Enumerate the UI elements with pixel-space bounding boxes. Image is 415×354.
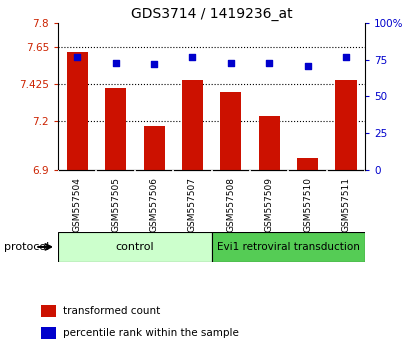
Bar (58, 232, 212, 262)
Point (227, 60, 234, 65)
Title: GDS3714 / 1419236_at: GDS3714 / 1419236_at (131, 7, 293, 21)
Point (151, 61, 157, 67)
Point (74, 54, 81, 59)
Text: GSM557506: GSM557506 (149, 177, 159, 232)
Bar (212, 232, 365, 262)
Bar (182, 80, 203, 170)
Bar (335, 80, 356, 170)
Text: GSM557511: GSM557511 (342, 177, 351, 232)
Bar (220, 92, 242, 170)
Text: Evi1 retroviral transduction: Evi1 retroviral transduction (217, 242, 360, 252)
Point (112, 60, 119, 65)
Bar (41, 305, 56, 317)
Text: GSM557504: GSM557504 (73, 177, 82, 232)
Text: GSM557509: GSM557509 (265, 177, 274, 232)
Point (266, 60, 273, 65)
Text: transformed count: transformed count (63, 306, 161, 316)
Text: GSM557508: GSM557508 (226, 177, 235, 232)
Bar (41, 327, 56, 339)
Text: GSM557505: GSM557505 (111, 177, 120, 232)
Text: control: control (115, 242, 154, 252)
Text: protocol: protocol (4, 242, 49, 252)
Text: GSM557510: GSM557510 (303, 177, 312, 232)
Text: GSM557507: GSM557507 (188, 177, 197, 232)
Bar (144, 126, 165, 170)
Point (343, 54, 349, 59)
Text: percentile rank within the sample: percentile rank within the sample (63, 328, 239, 338)
Bar (259, 116, 280, 170)
Point (304, 63, 311, 68)
Bar (297, 159, 318, 170)
Point (189, 54, 196, 59)
Bar (67, 52, 88, 170)
Bar (105, 88, 126, 170)
